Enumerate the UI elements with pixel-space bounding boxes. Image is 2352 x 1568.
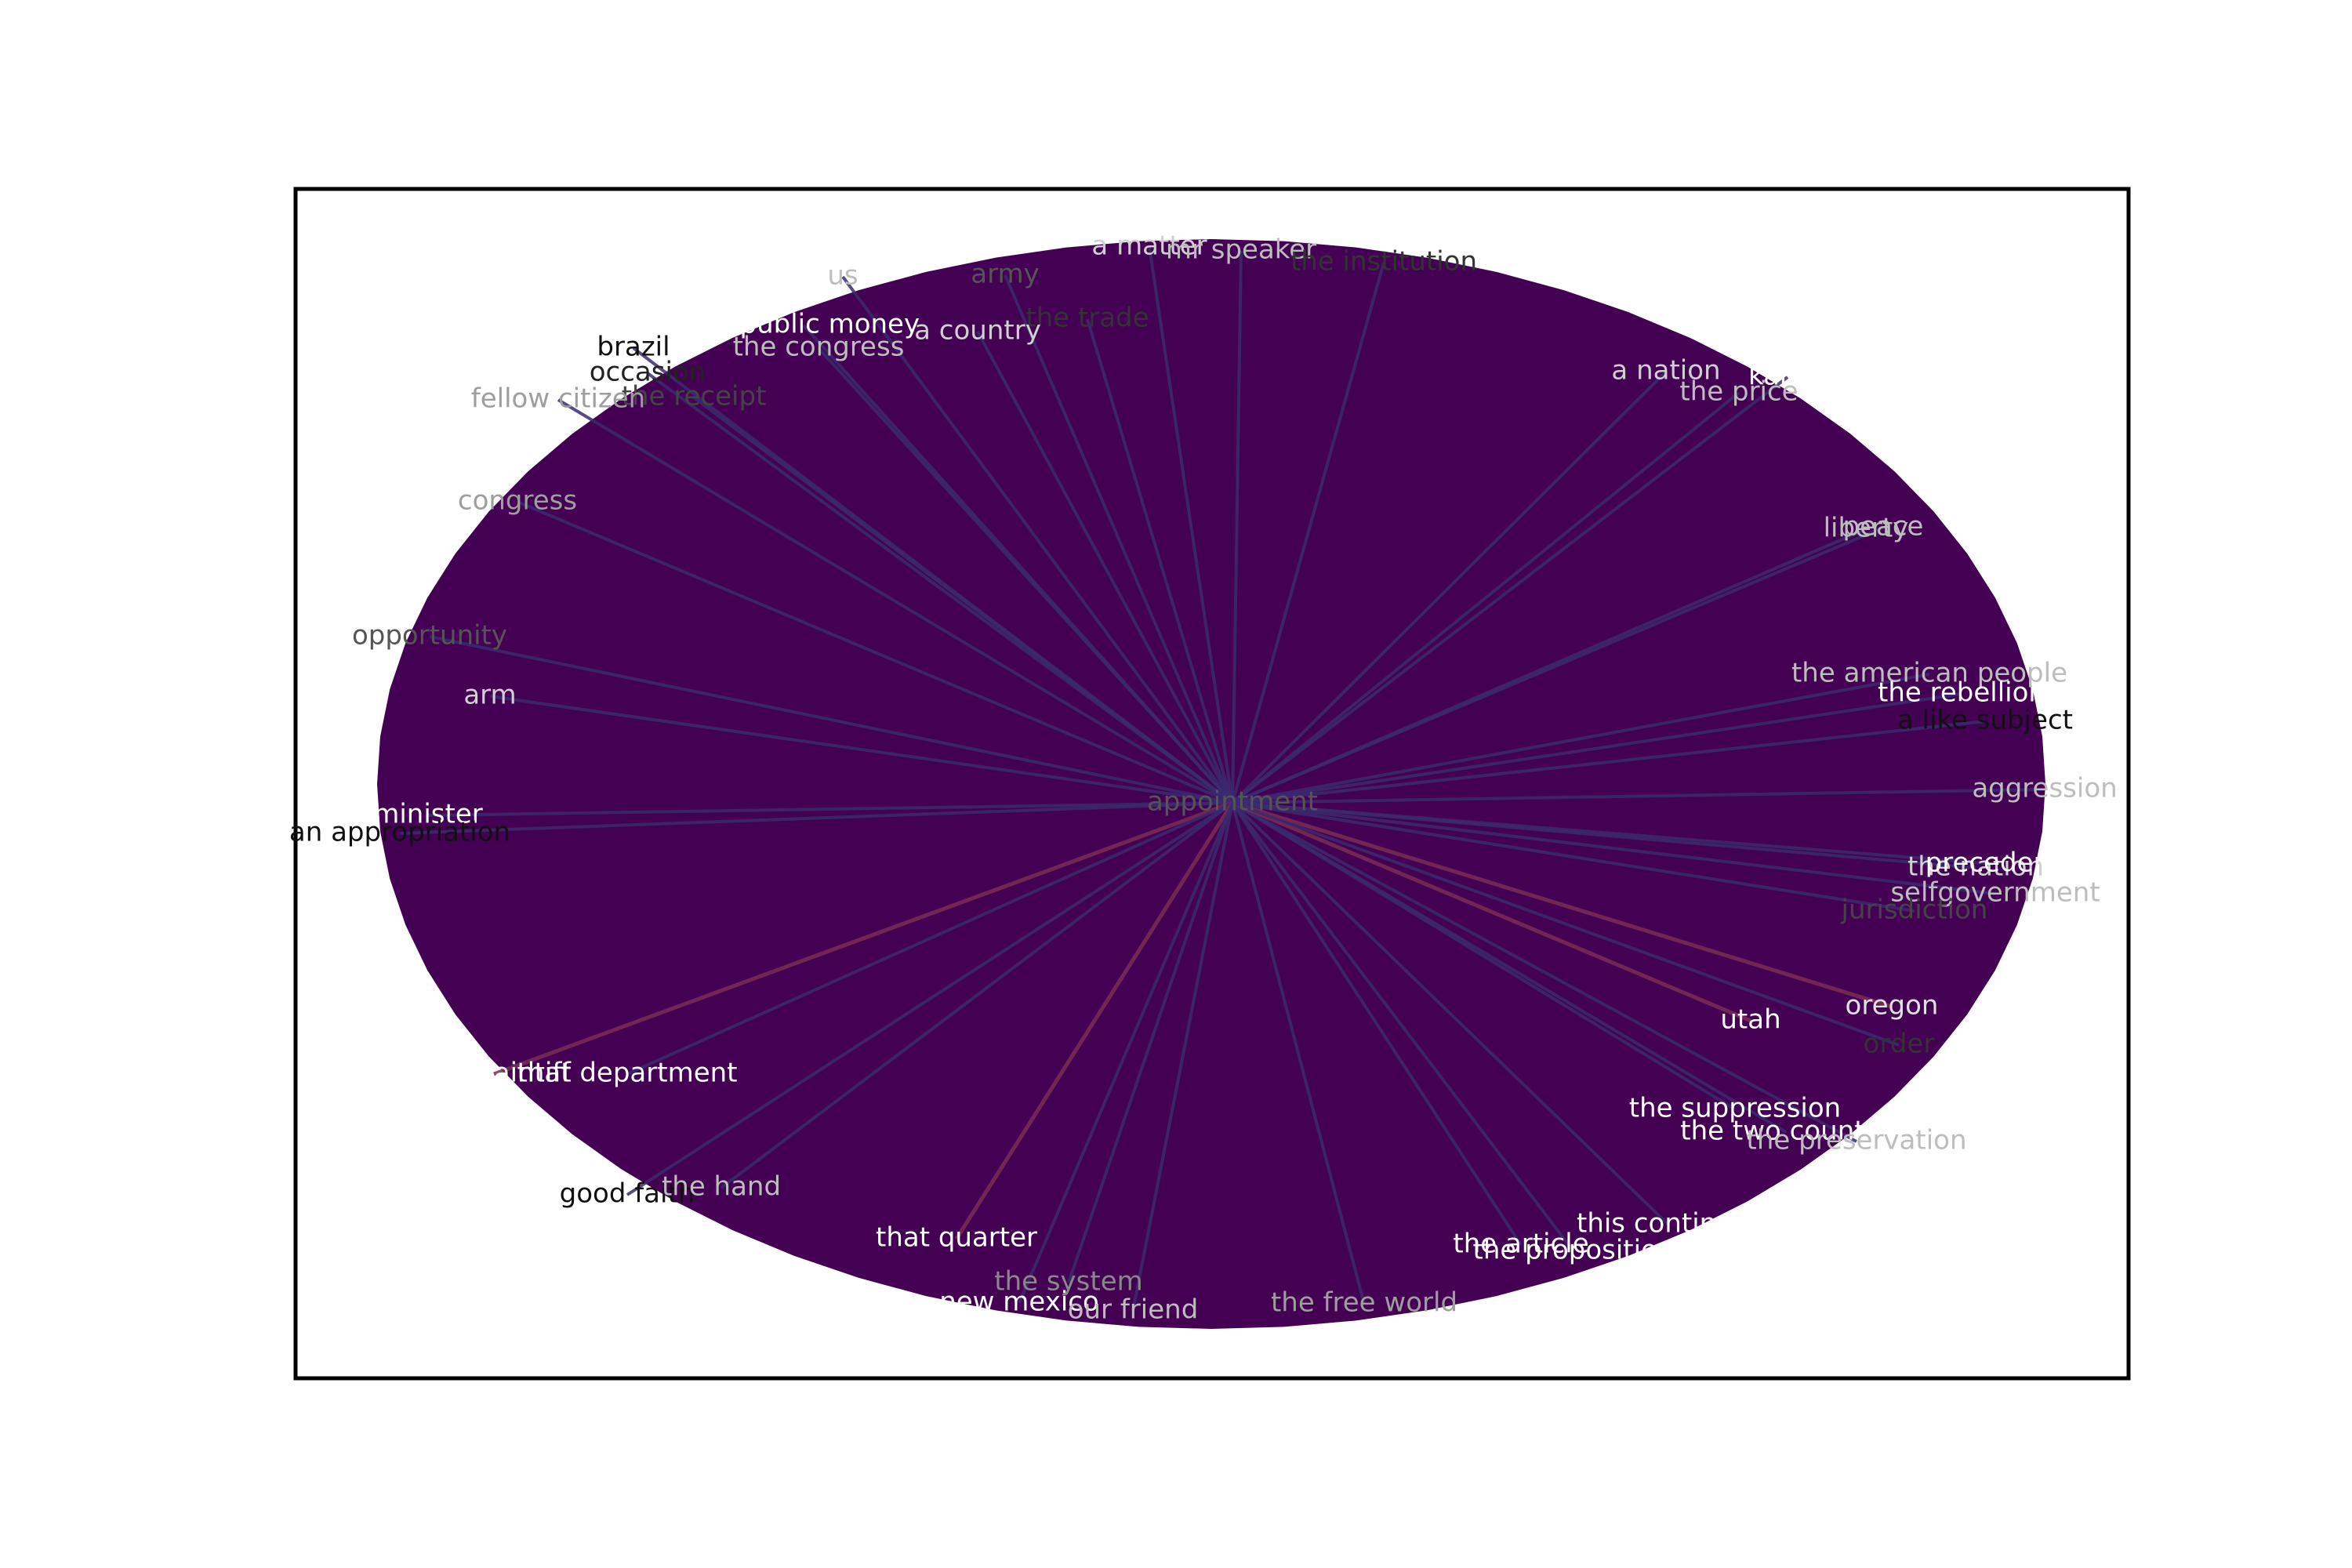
node-label-the-plaintiff: the plaintiff — [417, 1058, 572, 1089]
edge-appointment-a-country — [976, 331, 1234, 804]
edge-appointment-that-department — [626, 801, 1233, 1076]
edge-appointment-the-american-people — [1232, 673, 1930, 804]
edge-appointment-an-appropriation — [399, 801, 1233, 835]
node-label-liberty: liberty — [1824, 513, 1909, 544]
edge-appointment-the-article — [1231, 801, 1523, 1247]
node-label-the-rebellion: the rebellion — [1878, 677, 2045, 709]
edge-appointment-that-quarter — [954, 801, 1235, 1240]
node-label-army: army — [971, 259, 1039, 290]
node-label-opportunity: opportunity — [352, 620, 507, 652]
node-label-the-two-country: the two country — [1680, 1116, 1891, 1147]
node-label-precedent: precedent — [1926, 848, 2061, 879]
edge-appointment-the-congress — [817, 347, 1234, 804]
node-label-utah: utah — [1720, 1004, 1780, 1036]
edge-appointment-the-rebellion — [1232, 692, 1962, 804]
edge-appointment-the-trade — [1086, 318, 1234, 804]
node-label-aggression: aggression — [1972, 773, 2117, 804]
node-label-the-article: the article — [1453, 1229, 1588, 1260]
node-label-brazil: brazil — [597, 332, 670, 363]
node-label-the-hand: the hand — [662, 1171, 781, 1203]
node-label-congress: congress — [458, 485, 577, 517]
edge-appointment-good-faith — [626, 801, 1234, 1196]
edge-appointment-new-mexico — [1018, 802, 1234, 1304]
edge-appointment-the-system — [1067, 802, 1234, 1283]
edge-appointment-the-plaintiff — [493, 800, 1233, 1076]
edge-appointment-army — [1004, 274, 1234, 804]
node-label-that-department: that department — [517, 1058, 738, 1089]
node-label-the-receipt: the receipt — [622, 381, 767, 412]
node-label-the-american-people: the american people — [1791, 658, 2067, 689]
node-label-the-institution: the institution — [1290, 246, 1477, 278]
edge-appointment-a-like-subject — [1232, 720, 1986, 804]
edge-appointment-selfgovernment — [1232, 801, 1996, 895]
edge-appointment-a-nation — [1231, 370, 1668, 804]
edge-appointment-this-continent — [1231, 801, 1670, 1226]
node-label-our-friend: our friend — [1068, 1294, 1199, 1326]
node-label-minister: minister — [373, 799, 483, 830]
edge-appointment-our-friend — [1131, 802, 1234, 1312]
edge-appointment-oregon — [1232, 800, 1893, 1009]
node-label-that-quarter: that quarter — [876, 1222, 1037, 1254]
node-label-the-congress: the congress — [733, 332, 905, 363]
edge-appointment-the-institution — [1231, 262, 1385, 804]
node-label-a-country: a country — [914, 315, 1041, 347]
node-label-occasion: occasion — [590, 357, 706, 388]
node-label-order: order — [1864, 1029, 1935, 1060]
node-label-selfgovernment: selfgovernment — [1890, 877, 2100, 909]
edge-appointment-precedent — [1232, 801, 1994, 866]
node-label-new-mexico: new mexico — [939, 1287, 1099, 1318]
edge-appointment-us — [841, 275, 1234, 804]
node-label-oregon: oregon — [1846, 990, 1939, 1022]
graph-edges — [399, 246, 2045, 1312]
node-label-the-trade: the trade — [1025, 303, 1149, 334]
graph-region — [377, 239, 2045, 1329]
edge-appointment-congress — [517, 500, 1233, 804]
edge-appointment-kansa — [1231, 376, 1789, 804]
edge-appointment-mr-speaker — [1231, 250, 1243, 804]
node-label-the-proposition: the proposition — [1473, 1235, 1675, 1266]
edge-appointment-arm — [489, 695, 1233, 804]
hub-label: appointment — [1147, 786, 1318, 818]
node-label-us: us — [827, 260, 858, 292]
node-label-this-continent: this continent — [1577, 1208, 1760, 1240]
node-label-the-suppression: the suppression — [1629, 1093, 1841, 1124]
node-label-the-free-world: the free world — [1271, 1287, 1457, 1319]
node-label-an-appropriation: an appropriation — [289, 817, 510, 848]
node-label-a-nation: a nation — [1611, 355, 1720, 387]
edge-appointment-the-receipt — [692, 396, 1234, 804]
node-label-kansa: kansa — [1748, 361, 1827, 392]
edge-appointment-opportunity — [429, 635, 1233, 804]
edge-appointment-utah — [1232, 800, 1751, 1023]
node-label-the-preservation: the preservation — [1746, 1125, 1966, 1156]
node-label-peace: peace — [1843, 511, 1924, 543]
edge-appointment-peace — [1232, 526, 1884, 804]
edge-appointment-aggression — [1232, 788, 2045, 804]
node-label-the-price: the price — [1679, 376, 1798, 408]
node-label-jurisdiction: jurisdiction — [1841, 895, 1988, 926]
node-label-arm: arm — [463, 680, 516, 711]
edge-appointment-a-matter — [1148, 246, 1234, 804]
edge-appointment-the-price — [1231, 391, 1740, 804]
node-label-good-faith: good faith — [560, 1178, 695, 1210]
node-label-a-like-subject: a like subject — [1897, 705, 2073, 736]
node-label-the-public-money: the public money — [688, 309, 920, 340]
edge-appointment-fellow-citizen — [557, 398, 1234, 804]
node-label-the-nation: the nation — [1907, 851, 2044, 883]
edge-appointment-jurisdiction — [1232, 801, 1915, 913]
edge-appointment-the-two-country — [1231, 801, 1788, 1134]
node-label-mr-speaker: mr speaker — [1166, 234, 1316, 266]
edge-appointment-the-free-world — [1231, 802, 1366, 1305]
node-label-fellow-citizen: fellow citizen — [471, 383, 645, 415]
edge-appointment-the-preservation — [1232, 801, 1857, 1143]
edge-appointment-the-hand — [720, 801, 1234, 1189]
edge-appointment-the-proposition — [1231, 801, 1575, 1253]
node-label-a-matter: a matter — [1091, 230, 1207, 262]
plot-frame — [293, 187, 2131, 1381]
node-label-the-system: the system — [994, 1266, 1143, 1298]
edge-appointment-minister — [427, 801, 1233, 817]
edge-appointment-order — [1232, 801, 1900, 1047]
